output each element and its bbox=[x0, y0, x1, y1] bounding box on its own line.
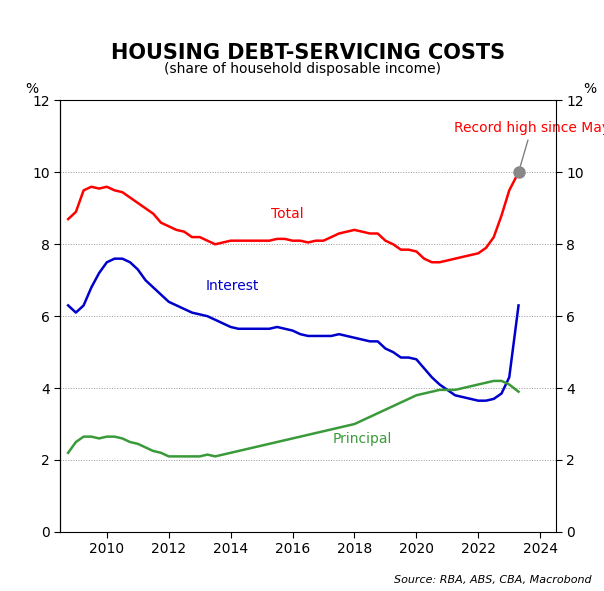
Text: Interest: Interest bbox=[206, 279, 259, 293]
Text: %: % bbox=[26, 82, 39, 96]
Text: (share of household disposable income): (share of household disposable income) bbox=[164, 62, 440, 76]
Text: Source: RBA, ABS, CBA, Macrobond: Source: RBA, ABS, CBA, Macrobond bbox=[394, 575, 592, 585]
Text: Total: Total bbox=[271, 207, 304, 221]
Text: %: % bbox=[583, 82, 596, 96]
Text: Principal: Principal bbox=[333, 433, 392, 446]
Title: HOUSING DEBT-SERVICING COSTS: HOUSING DEBT-SERVICING COSTS bbox=[111, 43, 505, 63]
Text: Record high since May: Record high since May bbox=[454, 121, 604, 170]
